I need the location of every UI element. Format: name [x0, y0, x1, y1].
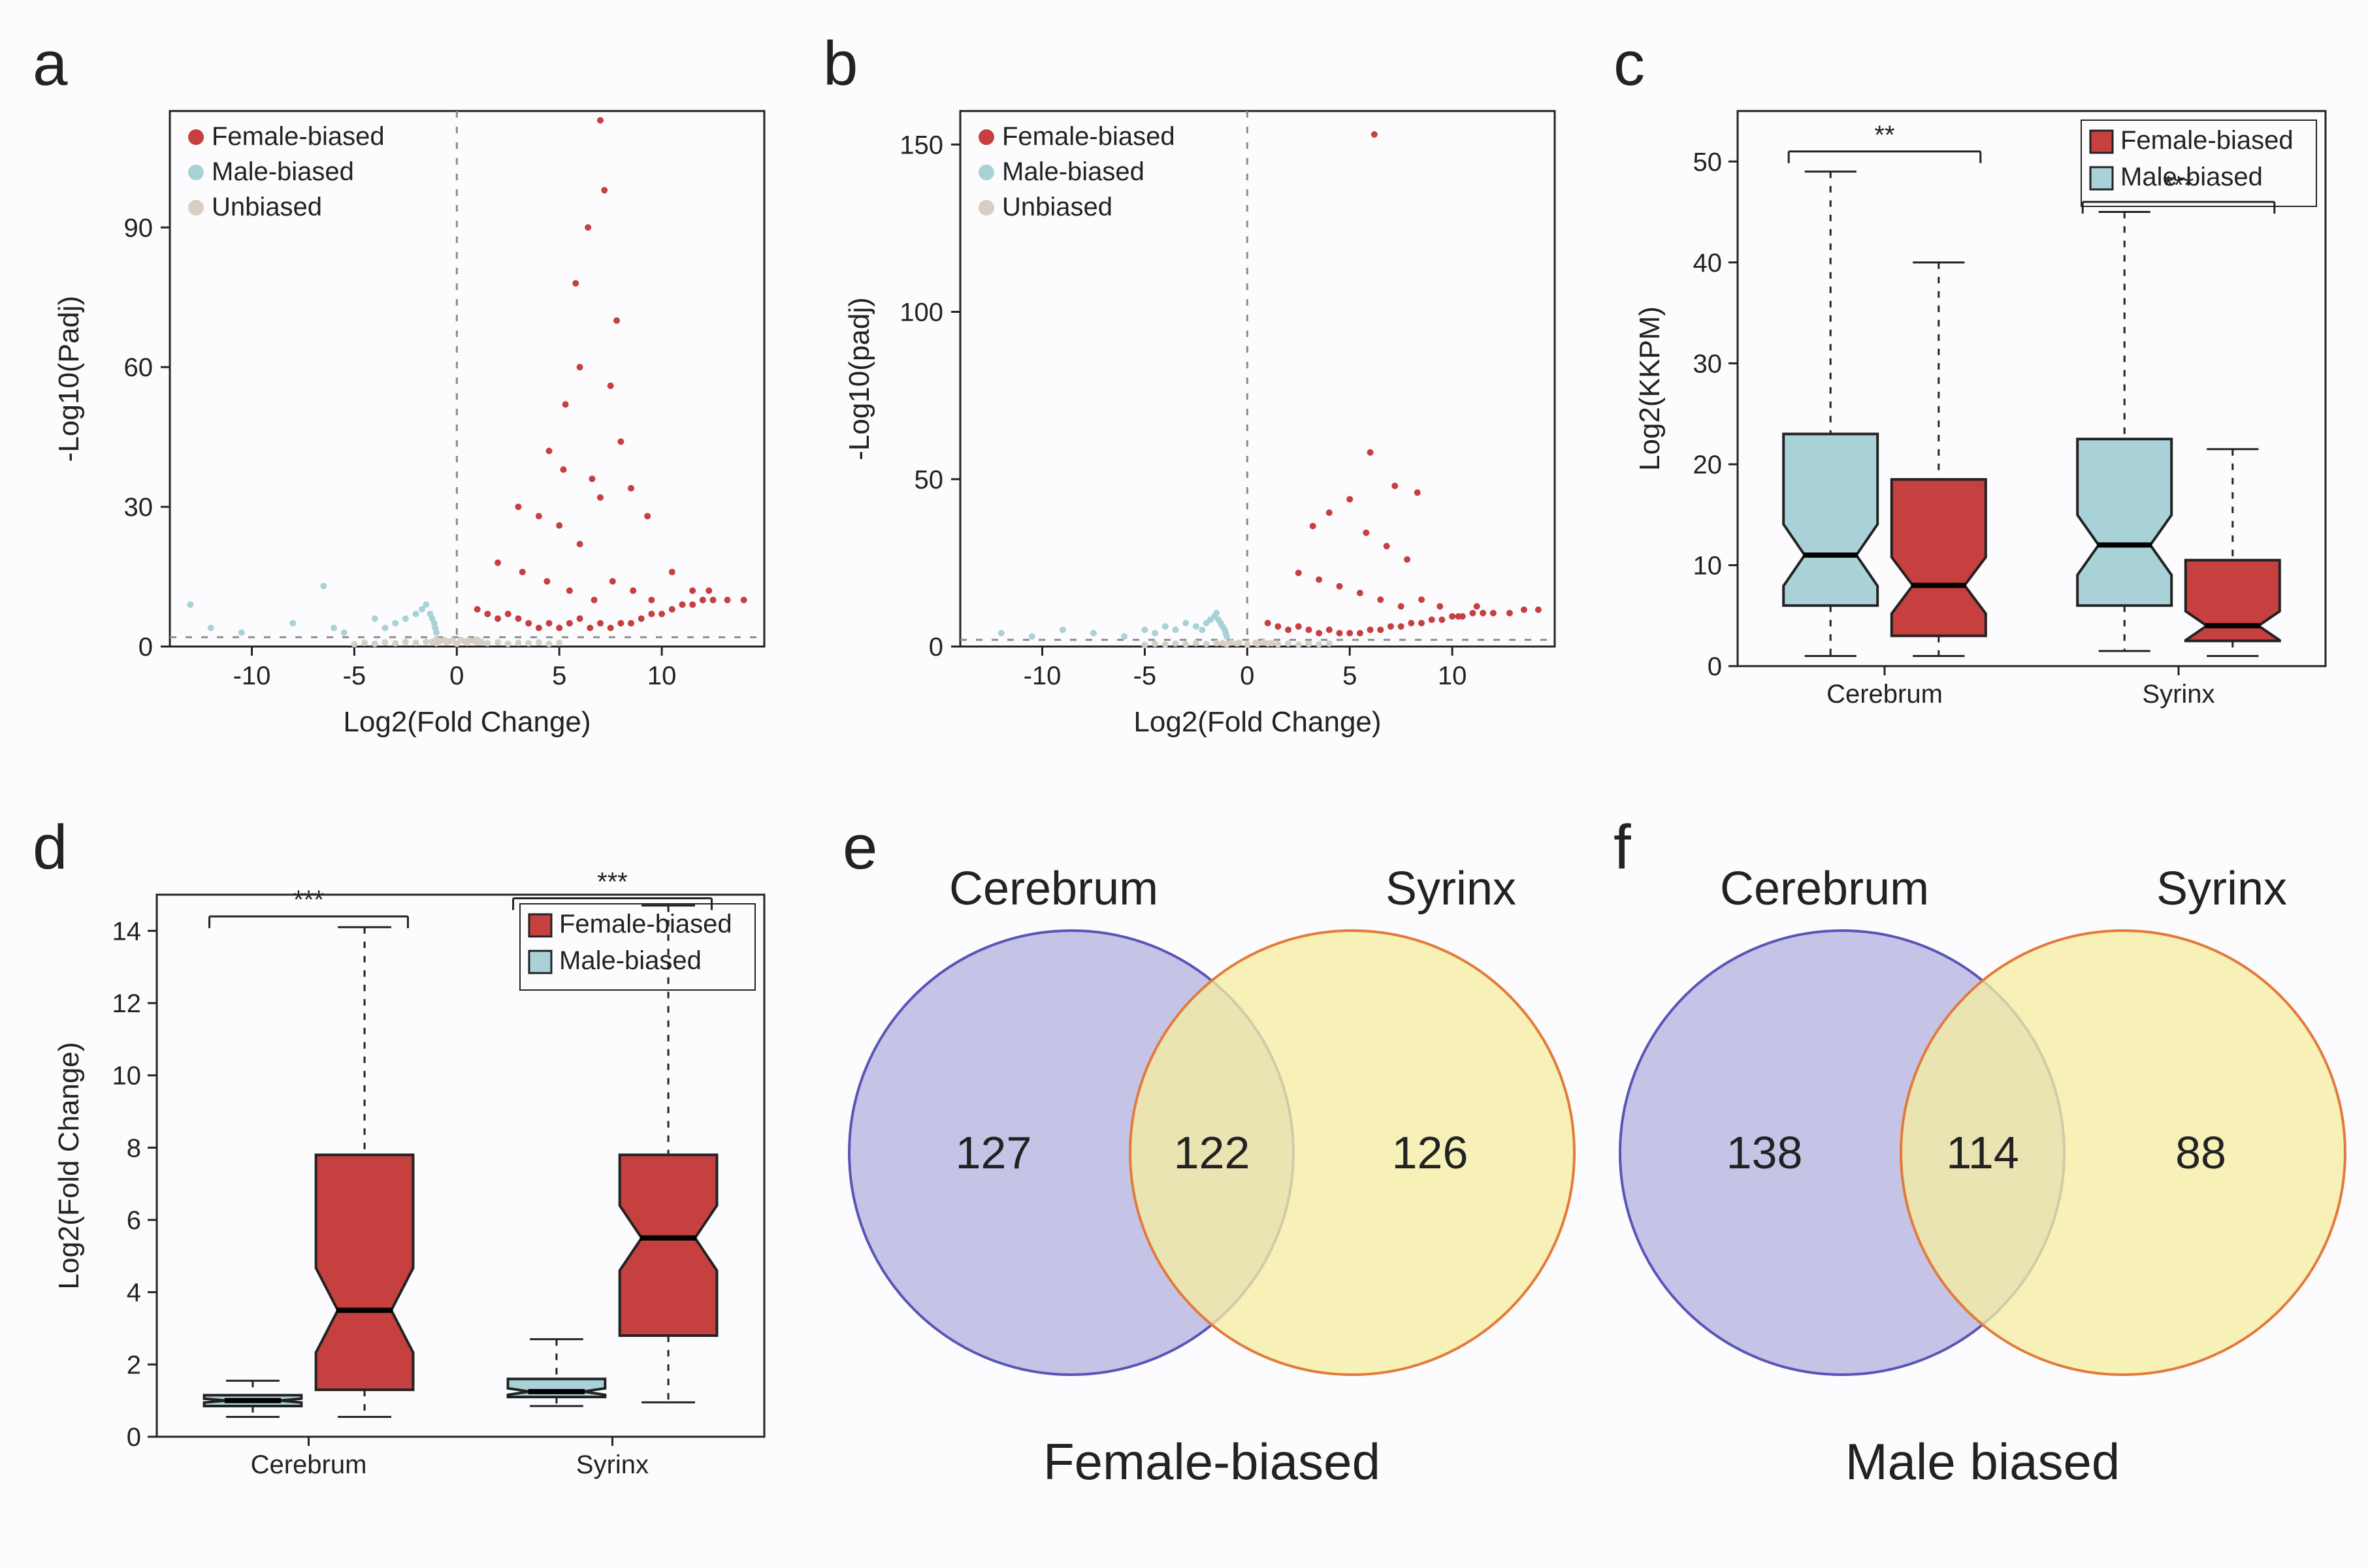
- legend: Female-biased Male-biased Unbiased: [188, 122, 385, 221]
- svg-text:30: 30: [124, 493, 154, 522]
- svg-text:**: **: [1874, 121, 1894, 150]
- svg-text:0: 0: [127, 1423, 141, 1452]
- svg-text:d: d: [33, 812, 67, 882]
- svg-text:Female-biased: Female-biased: [559, 910, 732, 938]
- svg-text:100: 100: [900, 298, 943, 327]
- svg-text:e: e: [843, 812, 877, 882]
- svg-text:4: 4: [127, 1279, 141, 1307]
- svg-text:a: a: [33, 29, 68, 99]
- venn-overlap: 114: [1946, 1127, 2019, 1178]
- svg-text:Unbiased: Unbiased: [212, 193, 322, 221]
- svg-text:5: 5: [552, 662, 566, 690]
- panel-f: f Cerebrum Syrinx 138 114 88 Male biased: [1607, 810, 2358, 1548]
- svg-text:Syrinx: Syrinx: [576, 1450, 649, 1479]
- venn-left-label: Cerebrum: [1720, 863, 1929, 915]
- svg-text:30: 30: [1693, 349, 1723, 378]
- svg-text:Log2(Fold Change): Log2(Fold Change): [53, 1042, 85, 1289]
- svg-text:0: 0: [1240, 662, 1254, 690]
- panel-e: e Cerebrum Syrinx 127 122 126 Female-biased: [836, 810, 1587, 1548]
- venn-right-only: 88: [2175, 1127, 2226, 1178]
- svg-text:-10: -10: [1024, 662, 1062, 690]
- svg-text:10: 10: [1693, 551, 1723, 580]
- svg-text:Female-biased: Female-biased: [212, 122, 385, 151]
- svg-text:Male-biased: Male-biased: [1002, 157, 1144, 186]
- svg-text:Male-biased: Male-biased: [212, 157, 354, 186]
- svg-text:12: 12: [112, 989, 142, 1018]
- panel-c: c01020304050Log2(KKPM)Cerebrum**Syrinx**…: [1607, 26, 2345, 777]
- svg-text:40: 40: [1693, 249, 1723, 278]
- svg-text:***: ***: [293, 886, 324, 914]
- svg-text:10: 10: [1438, 662, 1467, 690]
- svg-text:8: 8: [127, 1134, 141, 1162]
- venn-left-label: Cerebrum: [949, 863, 1158, 915]
- svg-text:0: 0: [929, 633, 943, 662]
- venn-title: Male biased: [1845, 1433, 2120, 1490]
- venn-title: Female-biased: [1043, 1433, 1380, 1490]
- venn-overlap: 122: [1174, 1127, 1250, 1178]
- svg-text:0: 0: [1708, 652, 1722, 681]
- svg-text:20: 20: [1693, 451, 1723, 479]
- panel-d: d 0 2 4 6 8 10 12 14 Log2(Fold Change) Cerebrum ***…: [26, 810, 784, 1548]
- panel-a: a -10 -5 0 5 10 0 30 60 90 Log2(Fold Change) -Log10…: [26, 26, 784, 777]
- svg-text:60: 60: [124, 353, 154, 382]
- svg-text:0: 0: [449, 662, 464, 690]
- legend: Female-biased Male-biased: [520, 904, 755, 990]
- venn-left-only: 127: [956, 1127, 1032, 1178]
- svg-text:Cerebrum: Cerebrum: [1826, 680, 1943, 709]
- venn-right-label: Syrinx: [2156, 863, 2287, 915]
- svg-text:-5: -5: [1133, 662, 1157, 690]
- svg-text:14: 14: [112, 917, 142, 946]
- svg-text:Syrinx: Syrinx: [2142, 680, 2214, 709]
- svg-text:Unbiased: Unbiased: [1002, 193, 1112, 221]
- panel-b: b-10-50510050100150Log2(Fold Change)-Log…: [817, 26, 1574, 777]
- svg-text:-10: -10: [233, 662, 271, 690]
- svg-text:10: 10: [112, 1062, 142, 1091]
- svg-text:Female-biased: Female-biased: [2120, 126, 2294, 155]
- svg-text:150: 150: [900, 131, 943, 159]
- svg-text:Log2(KKPM): Log2(KKPM): [1634, 306, 1666, 471]
- svg-text:Log2(Fold Change): Log2(Fold Change): [343, 706, 591, 738]
- svg-text:2: 2: [127, 1351, 141, 1379]
- svg-text:Female-biased: Female-biased: [1002, 122, 1175, 151]
- svg-text:Cerebrum: Cerebrum: [251, 1450, 367, 1479]
- svg-text:Male-biased: Male-biased: [559, 946, 702, 975]
- svg-text:-Log10(padj): -Log10(padj): [843, 297, 875, 460]
- svg-text:b: b: [823, 29, 858, 99]
- svg-text:90: 90: [124, 214, 154, 242]
- svg-text:-5: -5: [343, 662, 366, 690]
- svg-text:-Log10(Padj): -Log10(Padj): [53, 296, 85, 462]
- svg-text:50: 50: [915, 466, 944, 494]
- svg-text:5: 5: [1342, 662, 1357, 690]
- svg-text:f: f: [1614, 812, 1631, 882]
- svg-text:6: 6: [127, 1206, 141, 1235]
- venn-right-only: 126: [1392, 1127, 1468, 1178]
- venn-left-only: 138: [1727, 1127, 1803, 1178]
- svg-text:Log2(Fold Change): Log2(Fold Change): [1133, 706, 1381, 738]
- svg-text:Male-biased: Male-biased: [2120, 163, 2263, 191]
- svg-text:***: ***: [597, 868, 628, 897]
- svg-text:0: 0: [138, 633, 153, 662]
- svg-text:50: 50: [1693, 148, 1723, 176]
- venn-right-label: Syrinx: [1386, 863, 1516, 915]
- legend: Female-biased Male-biased: [2081, 120, 2316, 206]
- svg-text:10: 10: [647, 662, 677, 690]
- legend: Female-biased Male-biased Unbiased: [979, 122, 1175, 221]
- svg-text:c: c: [1614, 29, 1645, 99]
